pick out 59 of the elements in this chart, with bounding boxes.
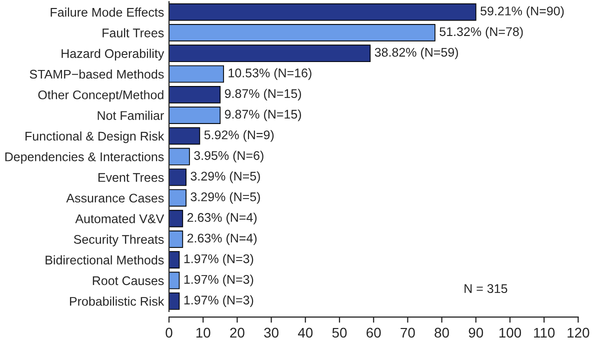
data-label: 5.92% (N=9): [204, 130, 274, 142]
bar: [169, 251, 180, 269]
data-label: 1.97% (N=3): [184, 254, 254, 266]
y-tick-label: Probabilistic Risk: [70, 296, 164, 306]
y-tick-label: Event Trees: [98, 173, 164, 182]
y-tick-label: Bidirectional Methods: [46, 255, 164, 264]
y-tick-label: Other Concept/Method: [38, 90, 164, 102]
y-tick-label: STAMP−based Methods: [30, 69, 164, 79]
data-label: 38.82% (N=59): [374, 48, 458, 60]
data-label: 3.29% (N=5): [190, 171, 260, 184]
y-tick-label: Hazard Operability: [62, 48, 164, 60]
data-label: 9.87% (N=15): [224, 109, 302, 122]
x-tick-label: 50: [332, 328, 347, 338]
y-tick-label: Functional & Design Risk: [26, 131, 164, 144]
data-label: 9.87% (N=15): [224, 88, 302, 100]
bar: [169, 86, 221, 104]
bar: [169, 44, 371, 62]
x-tick-label: 90: [468, 328, 484, 338]
bar: [169, 189, 186, 207]
x-tick-label: 110: [534, 328, 555, 338]
bar: [169, 127, 200, 145]
bar: [169, 292, 180, 310]
bar: [169, 168, 186, 186]
bar: [169, 272, 180, 290]
data-label: 2.63% (N=4): [187, 212, 257, 224]
bar: [169, 148, 190, 166]
x-tick-label: 60: [366, 328, 381, 338]
x-tick-label: 40: [298, 328, 313, 338]
x-tick-label: 20: [230, 328, 244, 338]
data-label: 51.32% (N=78): [440, 26, 523, 39]
x-tick-label: 100: [499, 328, 522, 338]
x-tick-label: 70: [400, 328, 415, 338]
data-label: 59.21% (N=90): [480, 6, 564, 18]
y-tick-label: Security Threats: [74, 234, 164, 246]
x-tick-label: 80: [434, 328, 449, 338]
x-tick-label: 0: [166, 328, 172, 338]
data-label: 1.97% (N=3): [184, 295, 254, 307]
bar: [169, 65, 224, 83]
data-label: 3.29% (N=5): [190, 192, 260, 204]
data-label: 3.95% (N=6): [194, 150, 264, 162]
y-tick-label: Not Familiar: [98, 110, 164, 120]
data-label: 2.63% (N=4): [187, 233, 257, 246]
x-tick-label: 30: [264, 328, 278, 338]
annotation: N = 315: [464, 284, 508, 293]
bar: [169, 210, 184, 228]
y-tick-label: Root Causes: [92, 276, 164, 286]
y-tick-label: Failure Mode Effects: [50, 8, 164, 17]
data-label: 1.97% (N=3): [184, 274, 254, 286]
data-label: 10.53% (N=16): [228, 68, 312, 80]
y-tick-label: Fault Trees: [102, 28, 164, 38]
x-tick-label: 10: [196, 328, 210, 338]
bar: [169, 106, 221, 124]
x-tick-label: 120: [568, 328, 590, 338]
bar: [169, 24, 436, 42]
y-tick-label: Assurance Cases: [66, 194, 164, 203]
bar: [169, 230, 184, 248]
y-tick-label: Automated V&V: [75, 214, 164, 224]
y-tick-label: Dependencies & Interactions: [5, 152, 164, 164]
bar: [169, 3, 476, 21]
